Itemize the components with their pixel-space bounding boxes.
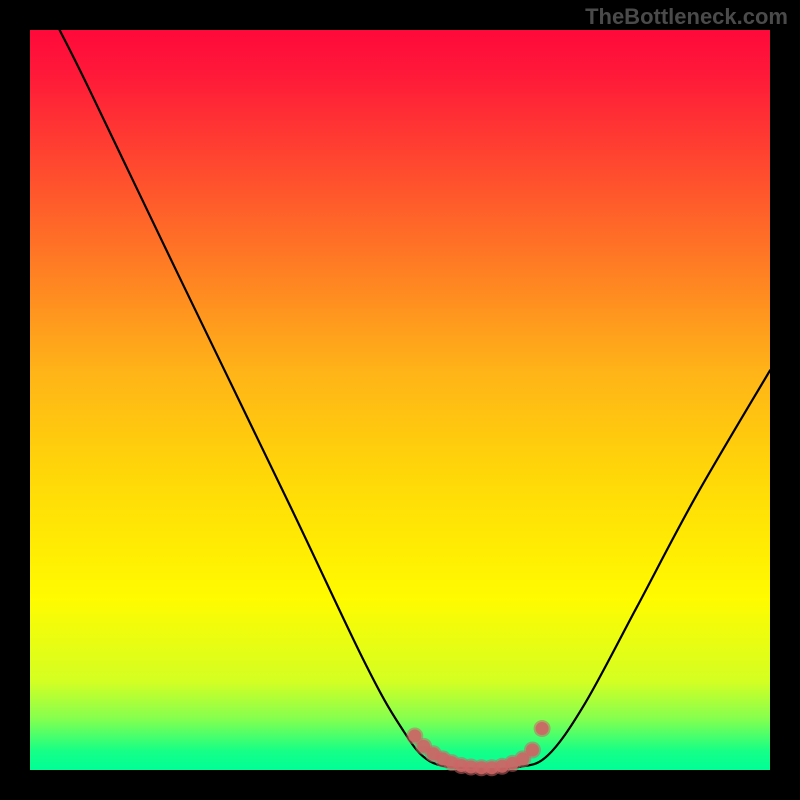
chart-canvas: TheBottleneck.com [0,0,800,800]
watermark-label: TheBottleneck.com [585,4,788,29]
plot-background [30,30,770,770]
valley-marker [516,752,529,765]
valley-marker [536,722,549,735]
valley-marker [526,744,539,757]
valley-marker [408,729,421,742]
